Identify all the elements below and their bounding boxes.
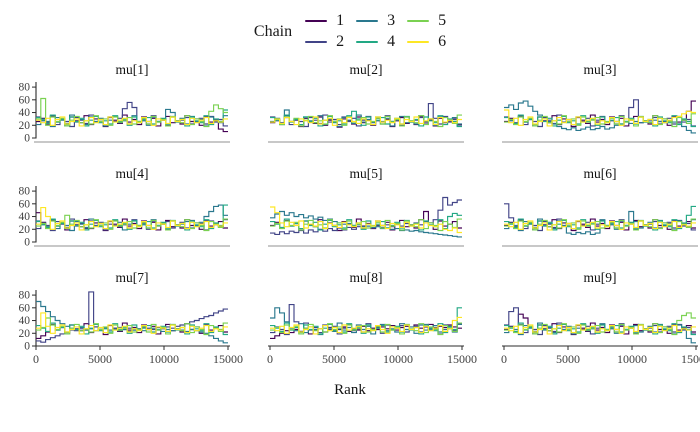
y-tick-label: 0 xyxy=(24,133,30,145)
y-tick-label: 40 xyxy=(19,315,31,327)
trace-chain-6 xyxy=(270,116,462,126)
legend-swatch-chain-5 xyxy=(407,19,430,23)
rank-trace-plot xyxy=(502,99,698,143)
x-tick-label: 10000 xyxy=(617,352,647,366)
rank-trace-plot xyxy=(502,203,698,247)
legend-swatch-chain-2 xyxy=(305,40,328,44)
x-tick-label: 10000 xyxy=(149,352,179,366)
y-tick-label: 40 xyxy=(19,107,31,119)
panel-title: mu[1] xyxy=(115,62,149,77)
legend-item-chain-1: 1 xyxy=(305,13,344,29)
y-tick-label: 60 xyxy=(19,302,31,314)
trace-chain-6 xyxy=(504,324,696,335)
panel-mu-6: mu[6] xyxy=(502,166,698,248)
panel-title: mu[8] xyxy=(349,270,383,285)
facet-grid: mu[1] 0 20 40 60 80 mu[2] mu[3] mu[4] 0 20 40 60 80 mu… xyxy=(0,62,700,382)
trace-chain-6 xyxy=(36,207,228,231)
y-tick-label: 60 xyxy=(19,94,31,106)
legend-item-chain-3: 3 xyxy=(356,13,395,29)
trace-chain-6 xyxy=(270,316,462,335)
x-tick-label: 15000 xyxy=(681,352,700,366)
x-tick-label: 5000 xyxy=(322,352,346,366)
rank-trace-plot: 0 5000 10000 15000 xyxy=(501,307,700,366)
panel-title: mu[9] xyxy=(583,270,617,285)
y-tick-label: 20 xyxy=(19,328,31,340)
legend-swatch-chain-4 xyxy=(356,40,379,44)
panel-mu-3: mu[3] xyxy=(502,62,698,144)
trace-chain-6 xyxy=(504,220,696,231)
panel-title: mu[2] xyxy=(349,62,383,77)
trace-chain-6 xyxy=(36,116,228,127)
y-tick-label: 80 xyxy=(19,186,31,198)
y-tick-label: 20 xyxy=(19,120,31,132)
rank-trace-plot xyxy=(268,196,464,247)
panel-mu-8: mu[8] 0 5000 10000 15000 xyxy=(267,270,477,382)
trace-chain-6 xyxy=(504,109,696,127)
panel-mu-9: mu[9] 0 5000 10000 15000 xyxy=(501,270,700,382)
legend-label-chain-2: 2 xyxy=(336,33,345,50)
panel-title: mu[3] xyxy=(583,62,617,77)
legend-label-chain-1: 1 xyxy=(336,12,345,29)
y-tick-label: 0 xyxy=(24,341,30,353)
legend-swatch-chain-3 xyxy=(356,19,379,23)
panel-mu-2: mu[2] xyxy=(268,62,464,144)
panel-title: mu[4] xyxy=(115,166,149,181)
panel-title: mu[7] xyxy=(115,270,149,285)
legend-item-chain-6: 6 xyxy=(407,34,446,50)
x-tick-label: 5000 xyxy=(88,352,112,366)
legend-title: Chain xyxy=(253,22,293,40)
x-tick-label: 0 xyxy=(33,352,39,366)
x-tick-label: 0 xyxy=(501,352,507,366)
panel-mu-1: mu[1] 0 20 40 60 80 xyxy=(2,62,230,145)
legend-label-chain-5: 5 xyxy=(438,12,447,29)
y-tick-label: 20 xyxy=(19,224,31,236)
legend-swatch-chain-6 xyxy=(407,40,430,44)
panel-title: mu[5] xyxy=(349,166,383,181)
y-tick-label: 80 xyxy=(19,82,31,94)
trace-chain-6 xyxy=(270,206,462,234)
trace-chain-2 xyxy=(36,291,228,343)
x-tick-label: 15000 xyxy=(213,352,243,366)
x-tick-label: 5000 xyxy=(556,352,580,366)
x-tick-label: 15000 xyxy=(447,352,477,366)
panel-mu-5: mu[5] xyxy=(268,166,464,248)
legend-items: 1 2 3 4 5 6 xyxy=(305,13,446,50)
rank-trace-plot: 0 5000 10000 15000 xyxy=(267,304,477,366)
x-tick-label: 10000 xyxy=(383,352,413,366)
trace-chain-6 xyxy=(36,312,228,335)
trace-chain-3 xyxy=(36,300,228,344)
legend-label-chain-3: 3 xyxy=(387,12,396,29)
x-tick-label: 0 xyxy=(267,352,273,366)
legend-label-chain-4: 4 xyxy=(387,33,396,50)
rank-trace-plot xyxy=(268,103,464,143)
panel-mu-7: mu[7] 0 20 40 60 80 0 5000 10000 15000 xyxy=(2,270,244,382)
legend-label-chain-6: 6 xyxy=(438,33,447,50)
y-tick-label: 40 xyxy=(19,211,31,223)
x-axis-label: Rank xyxy=(334,382,366,398)
legend-item-chain-5: 5 xyxy=(407,13,446,29)
y-tick-label: 80 xyxy=(19,290,31,302)
y-tick-label: 0 xyxy=(24,237,30,249)
legend-item-chain-2: 2 xyxy=(305,34,344,50)
y-tick-label: 60 xyxy=(19,198,31,210)
legend-swatch-chain-1 xyxy=(305,19,328,23)
panel-title: mu[6] xyxy=(583,166,617,181)
panel-mu-4: mu[4] 0 20 40 60 80 xyxy=(2,166,230,249)
legend-item-chain-4: 4 xyxy=(356,34,395,50)
legend: Chain 1 2 3 4 5 6 xyxy=(0,0,700,50)
